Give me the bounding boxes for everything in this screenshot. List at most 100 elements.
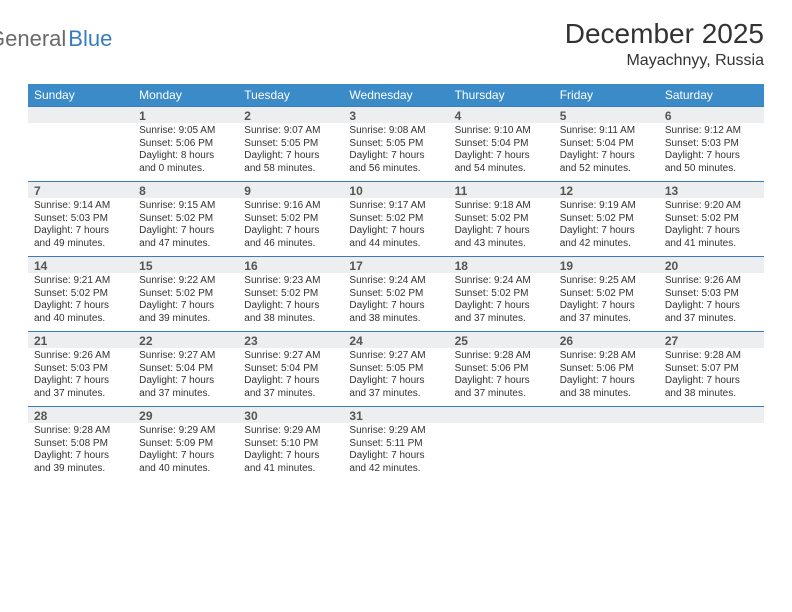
sunset-line: Sunset: 5:05 PM: [349, 138, 442, 151]
daylight-line: Daylight: 7 hours and 38 minutes.: [244, 300, 337, 325]
sunset-line: Sunset: 5:02 PM: [560, 288, 653, 301]
day-cell: 21: [28, 331, 133, 348]
day-number: 30: [238, 406, 343, 423]
dow-friday: Friday: [554, 84, 659, 106]
day-cell: [554, 406, 659, 423]
day-number: 8: [133, 181, 238, 198]
calendar-body: 123456Sunrise: 9:05 AMSunset: 5:06 PMDay…: [28, 106, 764, 481]
day-content-cell: Sunrise: 9:16 AMSunset: 5:02 PMDaylight:…: [238, 198, 343, 256]
day-cell: 31: [343, 406, 448, 423]
week-daynum-row: 21222324252627: [28, 331, 764, 348]
sunrise-line: Sunrise: 9:19 AM: [560, 200, 653, 213]
week-content-row: Sunrise: 9:28 AMSunset: 5:08 PM Daylight:…: [28, 423, 764, 481]
header: General Blue December 2025 Mayachnyy, Ru…: [28, 18, 764, 70]
dow-monday: Monday: [133, 84, 238, 106]
day-content-cell: Sunrise: 9:29 AMSunset: 5:09 PMDaylight:…: [133, 423, 238, 481]
sunrise-line: Sunrise: 9:18 AM: [455, 200, 548, 213]
week-content-row: Sunrise: 9:21 AMSunset: 5:02 PMDaylight:…: [28, 273, 764, 331]
sunset-line: Sunset: 5:02 PM: [349, 288, 442, 301]
daylight-line: Daylight: 7 hours and 40 minutes.: [139, 450, 232, 475]
day-content-cell: Sunrise: 9:08 AMSunset: 5:05 PMDaylight:…: [343, 123, 448, 181]
day-content-cell: Sunrise: 9:29 AMSunset: 5:10 PMDaylight:…: [238, 423, 343, 481]
dow-thursday: Thursday: [449, 84, 554, 106]
dow-wednesday: Wednesday: [343, 84, 448, 106]
day-cell: 4: [449, 106, 554, 123]
daylight-line: Daylight: 7 hours and 37 minutes.: [349, 375, 442, 400]
daylight-line: Daylight: 7 hours and 37 minutes.: [665, 300, 758, 325]
daylight-line: Daylight: 7 hours and 56 minutes.: [349, 150, 442, 175]
day-content: [449, 423, 554, 481]
day-cell: 26: [554, 331, 659, 348]
sunrise-line: Sunrise: 9:15 AM: [139, 200, 232, 213]
sunset-line: Sunset: 5:07 PM: [665, 363, 758, 376]
daylight-line: Daylight: 7 hours and 38 minutes.: [349, 300, 442, 325]
week-daynum-row: 123456: [28, 106, 764, 123]
day-number: 17: [343, 256, 448, 273]
daylight-line: Daylight: 7 hours and 38 minutes.: [560, 375, 653, 400]
day-number: 21: [28, 331, 133, 348]
daylight-line: Daylight: 7 hours and 41 minutes.: [665, 225, 758, 250]
day-number: 31: [343, 406, 448, 423]
day-number: [28, 106, 133, 123]
day-number: 18: [449, 256, 554, 273]
day-content-cell: Sunrise: 9:24 AMSunset: 5:02 PMDaylight:…: [343, 273, 448, 331]
sunrise-line: Sunrise: 9:28 AM: [34, 425, 127, 438]
day-cell: 12: [554, 181, 659, 198]
day-cell: 18: [449, 256, 554, 273]
sunrise-line: Sunrise: 9:26 AM: [34, 350, 127, 363]
logo: General Blue: [28, 26, 112, 52]
day-content: Sunrise: 9:28 AMSunset: 5:07 PMDaylight:…: [659, 348, 764, 406]
sunrise-line: Sunrise: 9:29 AM: [244, 425, 337, 438]
day-number: 20: [659, 256, 764, 273]
day-content-cell: Sunrise: 9:18 AMSunset: 5:02 PMDaylight:…: [449, 198, 554, 256]
day-content-cell: [28, 123, 133, 181]
day-content: Sunrise: 9:26 AMSunset: 5:03 PMDaylight:…: [659, 273, 764, 331]
day-content: [554, 423, 659, 481]
day-cell: 22: [133, 331, 238, 348]
day-content-cell: [554, 423, 659, 481]
day-content: [28, 123, 133, 181]
day-cell: 13: [659, 181, 764, 198]
sunrise-line: Sunrise: 9:12 AM: [665, 125, 758, 138]
day-number: 25: [449, 331, 554, 348]
day-cell: 6: [659, 106, 764, 123]
daylight-line: Daylight: 7 hours and 37 minutes.: [560, 300, 653, 325]
day-cell: 23: [238, 331, 343, 348]
daylight-line: Daylight: 7 hours and 37 minutes.: [455, 300, 548, 325]
day-content-cell: Sunrise: 9:25 AMSunset: 5:02 PMDaylight:…: [554, 273, 659, 331]
day-content: Sunrise: 9:28 AMSunset: 5:06 PMDaylight:…: [449, 348, 554, 406]
day-content-cell: Sunrise: 9:22 AMSunset: 5:02 PMDaylight:…: [133, 273, 238, 331]
sunset-line: Sunset: 5:08 PM: [34, 438, 127, 451]
sunrise-line: Sunrise: 9:05 AM: [139, 125, 232, 138]
sunrise-line: Sunrise: 9:27 AM: [139, 350, 232, 363]
day-cell: 16: [238, 256, 343, 273]
day-content-cell: Sunrise: 9:26 AMSunset: 5:03 PMDaylight:…: [659, 273, 764, 331]
day-number: 27: [659, 331, 764, 348]
day-number: 28: [28, 406, 133, 423]
daylight-line: Daylight: 7 hours and 41 minutes.: [244, 450, 337, 475]
day-content: Sunrise: 9:29 AMSunset: 5:11 PMDaylight:…: [343, 423, 448, 481]
sunset-line: Sunset: 5:02 PM: [139, 213, 232, 226]
day-content: Sunrise: 9:27 AMSunset: 5:04 PMDaylight:…: [238, 348, 343, 406]
daylight-line: Daylight: 8 hours and 0 minutes.: [139, 150, 232, 175]
day-content: Sunrise: 9:19 AMSunset: 5:02 PMDaylight:…: [554, 198, 659, 256]
daylight-line: Daylight: 7 hours and 43 minutes.: [455, 225, 548, 250]
day-cell: 1: [133, 106, 238, 123]
day-cell: 15: [133, 256, 238, 273]
day-cell: [28, 106, 133, 123]
day-number: 15: [133, 256, 238, 273]
sunset-line: Sunset: 5:03 PM: [34, 213, 127, 226]
day-content: Sunrise: 9:27 AMSunset: 5:04 PMDaylight:…: [133, 348, 238, 406]
sunrise-line: Sunrise: 9:07 AM: [244, 125, 337, 138]
sunset-line: Sunset: 5:02 PM: [244, 288, 337, 301]
day-content: Sunrise: 9:12 AMSunset: 5:03 PMDaylight:…: [659, 123, 764, 181]
day-content-cell: [449, 423, 554, 481]
day-content: Sunrise: 9:18 AMSunset: 5:02 PMDaylight:…: [449, 198, 554, 256]
sunrise-line: Sunrise: 9:16 AM: [244, 200, 337, 213]
day-content: Sunrise: 9:16 AMSunset: 5:02 PMDaylight:…: [238, 198, 343, 256]
day-content-cell: [659, 423, 764, 481]
day-content-cell: Sunrise: 9:28 AMSunset: 5:08 PMDaylight:…: [28, 423, 133, 481]
daylight-line: Daylight: 7 hours and 54 minutes.: [455, 150, 548, 175]
day-content: Sunrise: 9:29 AMSunset: 5:10 PMDaylight:…: [238, 423, 343, 481]
daylight-line: Daylight: 7 hours and 37 minutes.: [139, 375, 232, 400]
